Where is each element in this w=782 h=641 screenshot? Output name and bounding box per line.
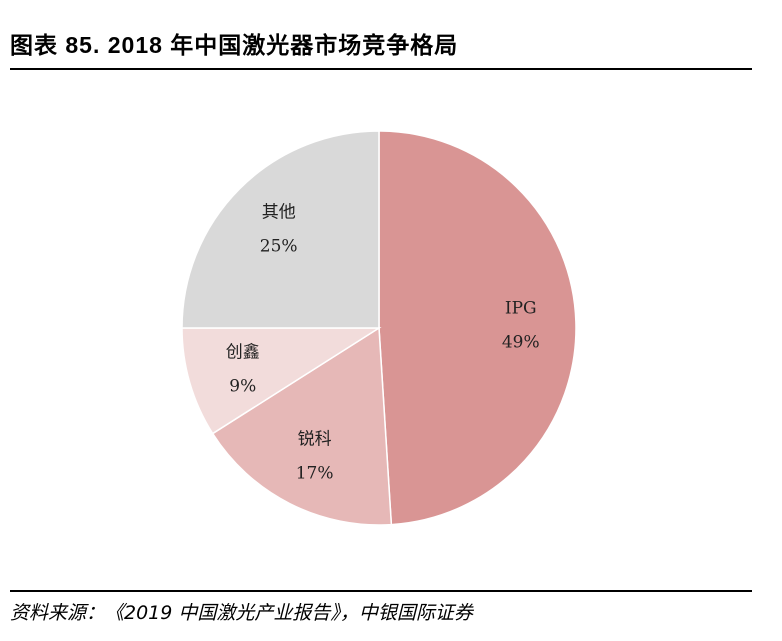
pie-slice-2 — [181, 327, 382, 435]
pie-slice-1 — [211, 326, 393, 526]
slice-value: 49% — [502, 333, 540, 353]
slice-label: 其他 — [262, 203, 296, 223]
pie-slice-3 — [181, 130, 380, 329]
slice-value: 9% — [229, 377, 256, 397]
slice-label: 创鑫 — [226, 343, 260, 363]
slice-label: IPG — [505, 299, 537, 319]
slice-value: 25% — [260, 237, 298, 257]
slice-value: 17% — [296, 463, 334, 483]
slice-label: 锐科 — [298, 429, 332, 449]
source-note: 资料来源：《2019 中国激光产业报告》，中银国际证券 — [10, 602, 473, 624]
pie-slice-0 — [378, 130, 577, 526]
title-rule — [10, 68, 752, 70]
source-rule — [10, 590, 752, 592]
figure-title: 图表 85. 2018 年中国激光器市场竞争格局 — [10, 32, 459, 58]
